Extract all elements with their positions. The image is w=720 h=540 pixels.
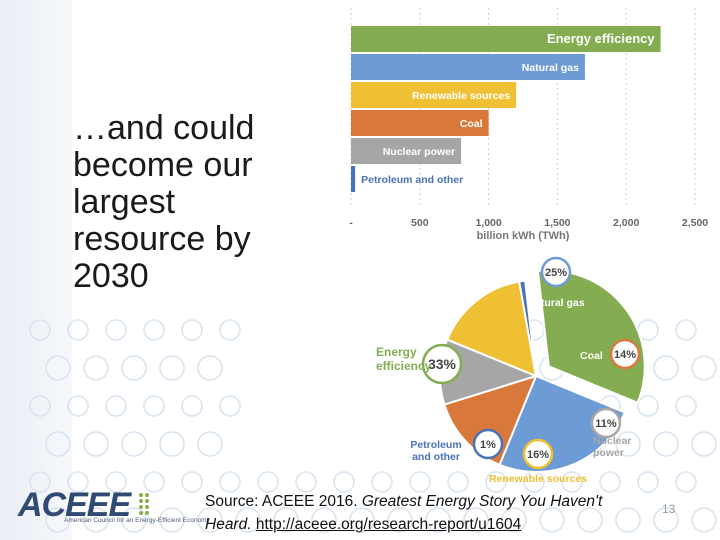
bar-label: Coal [460, 118, 483, 130]
pie-slice [518, 279, 537, 377]
bar [351, 54, 585, 80]
x-axis-label: billion kWh (TWh) [477, 230, 570, 242]
title-line: …and could [73, 109, 255, 147]
bar-chart: - 500 1,000 1,500 2,000 2,500 billion kWh (TWh… [349, 8, 708, 242]
logo-dots-icon [139, 493, 149, 515]
pie-slice [445, 280, 538, 378]
source-link[interactable]: http://aceee.org/research-report/u1604 [255, 516, 522, 533]
source-report-title: Greatest Energy Story You Haven't [361, 493, 603, 510]
slide-title: …and could become our largest resource b… [73, 110, 323, 295]
x-tick-label: 2,000 [613, 217, 639, 229]
title-line: largest [73, 183, 176, 221]
background-panel [0, 0, 72, 540]
slide-number: 13 [662, 502, 676, 516]
pie-category-label: Petroleum and other [410, 439, 461, 463]
source-line-1: Source: ACEEE 2016. Greatest Energy Stor… [205, 490, 685, 513]
x-tick-label: 500 [411, 217, 429, 229]
title-line: become our [73, 146, 253, 184]
pie-value-badge [590, 407, 622, 439]
source-prefix: Source: ACEEE 2016. [205, 493, 362, 510]
bar-label: Energy efficiency [547, 31, 655, 46]
bar-label: Renewable sources [412, 90, 510, 102]
pie-category-label: Coal [580, 350, 603, 362]
aceee-logo: ACEEE American Council for an Energy-Eff… [18, 486, 210, 536]
pie-category-label: Nuclear power [593, 435, 632, 459]
pie-value-label: 1% [480, 439, 496, 451]
bar [351, 166, 356, 192]
bar-label: Petroleum and other [361, 174, 463, 186]
bar [351, 26, 661, 52]
source-line-2: Heard. http://aceee.org/research-report/… [205, 513, 685, 536]
pie-value-label: 14% [614, 349, 636, 361]
source-citation: Source: ACEEE 2016. Greatest Energy Stor… [205, 490, 685, 536]
pie-value-label: 33% [428, 356, 457, 372]
x-tick-label: 1,500 [544, 217, 570, 229]
x-tick-label: 1,000 [475, 217, 501, 229]
pie-category-label: Energy efficiency [376, 345, 432, 373]
title-line: 2030 [73, 257, 149, 295]
source-report-title-end: Heard. [205, 516, 256, 533]
pie-value-badge [609, 338, 641, 370]
title-line: resource by [73, 220, 251, 258]
pie-value-badge [540, 256, 572, 288]
pie-value-label: 25% [545, 267, 567, 279]
bar [351, 82, 517, 108]
bar [351, 138, 462, 164]
bar [351, 110, 489, 136]
pie-value-badge [472, 428, 504, 460]
pie-category-label: Renewable sources [489, 473, 587, 485]
logo-wordmark: ACEEE [18, 486, 131, 524]
x-tick-label: - [349, 217, 353, 229]
pie-value-label: 11% [595, 418, 617, 430]
pie-value-badge [522, 438, 554, 470]
logo-tagline: American Council for an Energy-Efficient… [64, 517, 210, 524]
bar-label: Natural gas [522, 62, 579, 74]
x-tick-label: 2,500 [682, 217, 708, 229]
pie-category-label: Natural gas [527, 297, 584, 309]
bar-label: Nuclear power [383, 146, 455, 158]
pie-value-label: 16% [527, 449, 549, 461]
pie-value-badge [421, 343, 463, 385]
